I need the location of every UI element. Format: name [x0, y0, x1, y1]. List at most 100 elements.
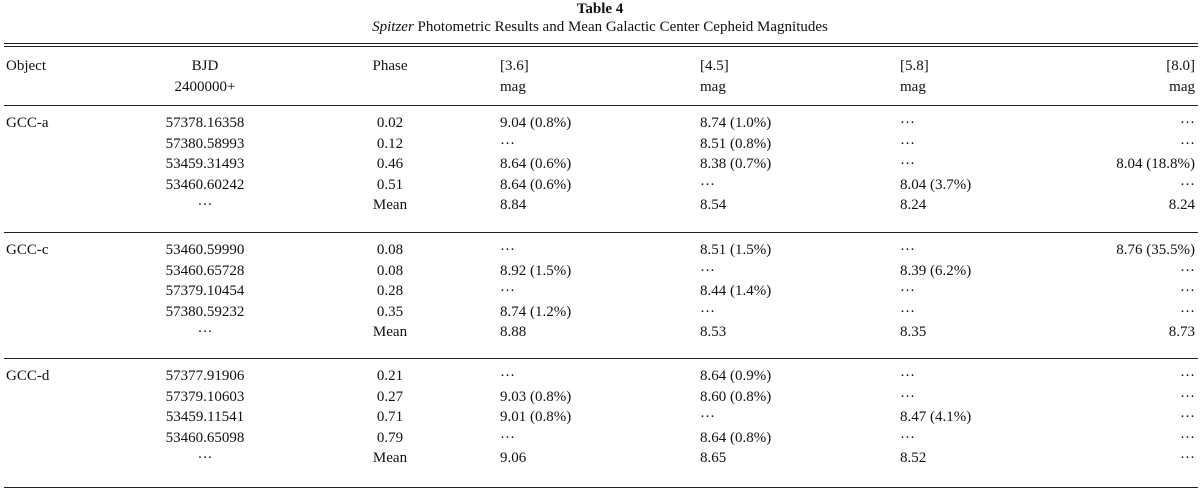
cell-band-8-0: 8.73 — [1168, 324, 1195, 341]
header-bjd: BJD — [191, 58, 219, 74]
cell-band-8-0: ··· — [1180, 283, 1195, 300]
cell-band-5-8: 8.52 — [900, 450, 927, 467]
object-name: GCC-d — [6, 368, 50, 384]
cell-band-5-8: 8.39 (6.2%) — [900, 262, 972, 279]
header-bjd-offset: 2400000+ — [174, 79, 236, 95]
cell-band-5-8: ··· — [900, 368, 915, 384]
cell-bjd: ··· — [197, 450, 213, 467]
header-band-5-8: [5.8] — [900, 58, 929, 74]
object-name: GCC-a — [6, 115, 49, 131]
cell-phase: 0.08 — [376, 242, 404, 258]
cell-band-3-6: 8.64 (0.6%) — [500, 176, 572, 193]
cell-band-5-8: 8.47 (4.1%) — [900, 409, 972, 426]
cell-band-5-8: 8.24 — [900, 197, 927, 214]
cell-band-3-6: 9.04 (0.8%) — [500, 115, 572, 131]
table-header-rule — [4, 105, 1198, 106]
cell-band-3-6: ··· — [500, 242, 515, 258]
cell-band-5-8: ··· — [900, 429, 915, 446]
cell-phase: Mean — [372, 324, 408, 341]
group-separator-rule — [4, 232, 1198, 233]
cell-band-8-0: ··· — [1180, 450, 1195, 467]
cell-band-5-8: ··· — [900, 303, 915, 320]
cell-phase: 0.08 — [376, 262, 404, 279]
cell-phase: 0.46 — [376, 156, 404, 173]
cell-band-4-5: 8.74 (1.0%) — [700, 115, 772, 131]
cell-band-3-6: 8.92 (1.5%) — [500, 262, 572, 279]
cell-bjd: ··· — [197, 197, 213, 214]
cell-phase: 0.28 — [376, 283, 404, 300]
cell-band-4-5: 8.53 — [700, 324, 727, 341]
cell-phase: 0.21 — [376, 368, 404, 384]
cell-phase: 0.51 — [376, 176, 404, 193]
header-band-4-5-unit: mag — [700, 79, 726, 95]
cell-bjd: 53460.60242 — [165, 176, 245, 193]
cell-bjd: ··· — [197, 324, 213, 341]
cell-band-5-8: ··· — [900, 156, 915, 173]
cell-bjd: 53460.59990 — [165, 242, 245, 258]
cell-phase: 0.27 — [376, 388, 404, 405]
cell-band-4-5: ··· — [700, 176, 715, 193]
cell-band-4-5: ··· — [700, 409, 715, 426]
cell-band-8-0: ··· — [1180, 303, 1195, 320]
cell-bjd: 57378.16358 — [165, 115, 245, 131]
header-object: Object — [6, 58, 46, 74]
cell-band-5-8: ··· — [900, 388, 915, 405]
cell-bjd: 57379.10454 — [165, 283, 245, 300]
cell-band-8-0: ··· — [1180, 176, 1195, 193]
cell-band-3-6: 9.03 (0.8%) — [500, 388, 572, 405]
cell-phase: 0.12 — [376, 135, 404, 152]
header-phase: Phase — [372, 58, 408, 74]
cell-band-8-0: ··· — [1180, 409, 1195, 426]
cell-band-4-5: 8.64 (0.8%) — [700, 429, 772, 446]
cell-band-3-6: 8.64 (0.6%) — [500, 156, 572, 173]
cell-band-4-5: 8.60 (0.8%) — [700, 388, 772, 405]
cell-band-8-0: 8.24 — [1168, 197, 1195, 214]
cell-band-5-8: ··· — [900, 242, 915, 258]
cell-bjd: 53460.65728 — [165, 262, 245, 279]
cell-band-3-6: ··· — [500, 368, 515, 384]
cell-band-4-5: 8.51 (0.8%) — [700, 135, 772, 152]
cell-bjd: 57380.58993 — [165, 135, 245, 152]
cell-band-8-0: 8.04 (18.8%) — [1116, 156, 1195, 173]
header-band-8-0-unit: mag — [1169, 79, 1195, 95]
cell-phase: 0.71 — [376, 409, 404, 426]
table-title-italic: Spitzer — [372, 19, 414, 35]
cell-band-8-0: ··· — [1180, 115, 1195, 131]
table-top-rule — [4, 43, 1198, 44]
cell-band-5-8: 8.04 (3.7%) — [900, 176, 972, 193]
header-band-8-0: [8.0] — [1166, 58, 1195, 74]
cell-band-3-6: ··· — [500, 135, 515, 152]
cell-band-8-0: ··· — [1180, 429, 1195, 446]
cell-band-5-8: 8.35 — [900, 324, 927, 341]
cell-band-4-5: 8.64 (0.9%) — [700, 368, 772, 384]
cell-band-4-5: ··· — [700, 303, 715, 320]
cell-band-3-6: 8.84 — [500, 197, 527, 214]
cell-band-4-5: ··· — [700, 262, 715, 279]
cell-band-5-8: ··· — [900, 115, 915, 131]
header-band-3-6-unit: mag — [500, 79, 526, 95]
cell-band-8-0: ··· — [1180, 135, 1195, 152]
cell-band-4-5: 8.44 (1.4%) — [700, 283, 772, 300]
header-band-3-6: [3.6] — [500, 58, 529, 74]
cell-band-3-6: 8.74 (1.2%) — [500, 303, 572, 320]
cell-band-8-0: ··· — [1180, 368, 1195, 384]
cell-band-3-6: 9.01 (0.8%) — [500, 409, 572, 426]
table-title-rest: Photometric Results and Mean Galactic Ce… — [413, 19, 828, 35]
table-title: Spitzer Photometric Results and Mean Gal… — [0, 18, 1200, 36]
cell-band-3-6: 9.06 — [500, 450, 527, 467]
cell-band-8-0: ··· — [1180, 388, 1195, 405]
header-band-5-8-unit: mag — [900, 79, 926, 95]
cell-band-4-5: 8.65 — [700, 450, 727, 467]
cell-band-3-6: ··· — [500, 429, 515, 446]
cell-band-5-8: ··· — [900, 135, 915, 152]
cell-band-4-5: 8.51 (1.5%) — [700, 242, 772, 258]
cell-band-8-0: 8.76 (35.5%) — [1116, 242, 1195, 258]
cell-band-3-6: ··· — [500, 283, 515, 300]
object-name: GCC-c — [6, 242, 49, 258]
cell-band-3-6: 8.88 — [500, 324, 527, 341]
cell-bjd: 53459.11541 — [165, 409, 245, 426]
cell-bjd: 53459.31493 — [165, 156, 245, 173]
cell-bjd: 57379.10603 — [165, 388, 245, 405]
cell-band-8-0: ··· — [1180, 262, 1195, 279]
cell-phase: 0.35 — [376, 303, 404, 320]
